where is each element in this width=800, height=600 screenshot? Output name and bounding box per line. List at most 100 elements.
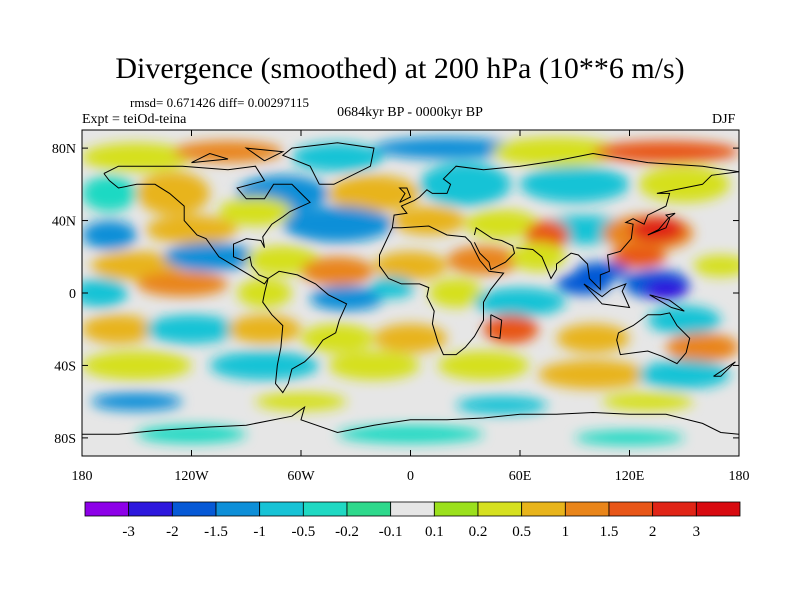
coastline <box>473 226 516 271</box>
colorbar-swatch <box>433 501 479 517</box>
x-tick-label: 180 <box>729 469 750 484</box>
field-blob <box>209 350 320 380</box>
period-label: 0684kyr BP - 0000kyr BP <box>337 105 483 120</box>
colorbar: -3 -2 -1.5 -1 -0.5 -0.2 -0.1 0.1 0.2 0.5 1 1.5 2 3 <box>84 501 741 540</box>
coastline <box>191 152 229 164</box>
coastline <box>82 405 739 435</box>
coastline <box>647 212 676 236</box>
coastline <box>516 171 739 291</box>
field-blob <box>228 314 301 344</box>
field-blob <box>465 209 539 239</box>
colorbar-label: 1.5 <box>600 524 619 540</box>
colorbar-label: -3 <box>122 524 135 540</box>
field-blob <box>510 242 566 272</box>
field-blob <box>638 360 730 389</box>
field-blob <box>447 245 520 275</box>
field-blob <box>520 166 630 203</box>
field-blob <box>374 323 447 353</box>
coastline <box>713 361 736 377</box>
field-blob <box>574 262 630 281</box>
x-tick-label: 60W <box>287 469 315 484</box>
chart-title: Divergence (smoothed) at 200 hPa (10**6 … <box>115 52 685 85</box>
field-blob <box>644 278 688 301</box>
field-blob <box>374 251 447 281</box>
field-blob <box>310 285 384 312</box>
field-blob <box>370 276 415 299</box>
coastline <box>398 187 412 203</box>
field-blob <box>593 140 739 163</box>
field-blob <box>666 332 739 362</box>
colorbar-label: 1 <box>562 524 570 540</box>
field-blob <box>538 360 648 389</box>
field-blob <box>82 220 137 250</box>
field-blob <box>456 396 548 415</box>
colorbar-swatch <box>84 501 130 517</box>
colorbar-swatch <box>346 501 392 517</box>
field-blob <box>291 142 384 172</box>
colorbar-swatch <box>608 501 654 517</box>
colorbar-label: -1 <box>253 524 266 540</box>
field-blob <box>173 140 283 163</box>
field-blob <box>525 220 570 250</box>
field-blob <box>136 171 210 216</box>
colorbar-label: -0.2 <box>335 524 359 540</box>
axis-ticks: 80N 40N 0 40S 80S 180 120W 60W 0 60E 120E 180 <box>52 130 750 484</box>
field-blob <box>282 206 393 243</box>
season-label: DJF <box>712 112 736 127</box>
field-blob <box>492 137 621 167</box>
colorbar-swatch <box>302 501 348 517</box>
field-blob <box>483 314 539 344</box>
field-blob <box>91 392 183 411</box>
coastline <box>616 312 691 365</box>
x-tick-label: 0 <box>407 469 414 484</box>
coastlines <box>82 142 739 435</box>
x-tick-label: 120W <box>174 469 209 484</box>
field-blob <box>246 245 320 275</box>
field-blob <box>301 256 374 286</box>
colorbar-label: 0.1 <box>425 524 444 540</box>
colorbar-swatch <box>652 501 697 517</box>
field-blob <box>328 175 420 212</box>
colorbar-label: -1.5 <box>204 524 228 540</box>
coastline <box>391 152 739 228</box>
map-field <box>82 130 739 456</box>
colorbar-label: -2 <box>166 524 179 540</box>
field-blob <box>82 314 155 344</box>
colorbar-swatch <box>215 501 261 517</box>
colorbar-label: 2 <box>649 524 657 540</box>
colorbar-swatch <box>564 501 610 517</box>
coastline <box>103 165 311 285</box>
field-blob <box>474 287 566 317</box>
stats-line: rmsd= 0.671426 diff= 0.00297115 <box>130 95 309 110</box>
y-tick-label: 80N <box>52 142 76 157</box>
field-blob <box>82 278 128 308</box>
y-tick-label: 40N <box>52 215 76 230</box>
field-blob <box>647 305 721 335</box>
colorbar-swatch <box>128 501 173 517</box>
colorbar-label: -0.5 <box>291 524 315 540</box>
field-blob <box>602 392 694 411</box>
colorbar-label: 0.2 <box>469 524 488 540</box>
field-blob <box>255 392 347 411</box>
coastline <box>379 225 505 356</box>
field-blob <box>611 245 666 268</box>
colorbar-swatch <box>695 501 741 517</box>
field-blob <box>437 350 530 380</box>
field-blob <box>374 137 520 159</box>
field-blob <box>693 254 739 277</box>
field-blob <box>574 430 685 446</box>
colorbar-swatch <box>521 501 566 517</box>
field-blob <box>556 323 630 353</box>
colorbar-label: -0.1 <box>379 524 403 540</box>
field-blob <box>428 278 484 308</box>
colorbar-swatch <box>477 501 523 517</box>
coastline <box>244 147 285 162</box>
colorbar-swatch <box>259 501 304 517</box>
coastline <box>649 294 685 312</box>
coastline <box>262 270 348 394</box>
field-blob <box>218 197 292 226</box>
field-blob <box>82 142 192 172</box>
y-tick-label: 80S <box>54 432 76 447</box>
x-tick-label: 120E <box>615 469 645 484</box>
y-tick-label: 0 <box>69 287 76 302</box>
